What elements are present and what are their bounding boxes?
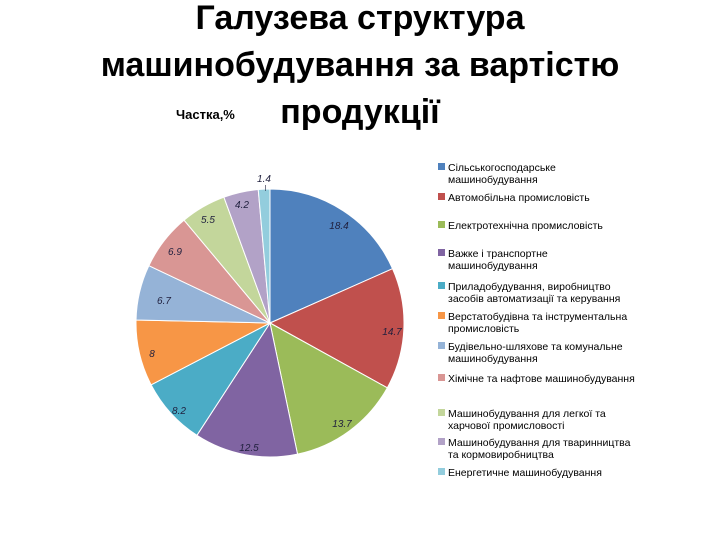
svg-text:5.5: 5.5 (201, 215, 215, 226)
svg-text:12.5: 12.5 (239, 443, 259, 454)
svg-text:1.4: 1.4 (257, 174, 271, 185)
svg-text:14.7: 14.7 (382, 327, 402, 338)
svg-text:18.4: 18.4 (329, 221, 349, 232)
svg-text:6.7: 6.7 (157, 296, 171, 307)
svg-text:8: 8 (149, 349, 155, 360)
svg-text:8.2: 8.2 (172, 406, 186, 417)
svg-text:4.2: 4.2 (235, 200, 249, 211)
svg-text:6.9: 6.9 (168, 247, 182, 258)
svg-text:13.7: 13.7 (332, 419, 352, 430)
